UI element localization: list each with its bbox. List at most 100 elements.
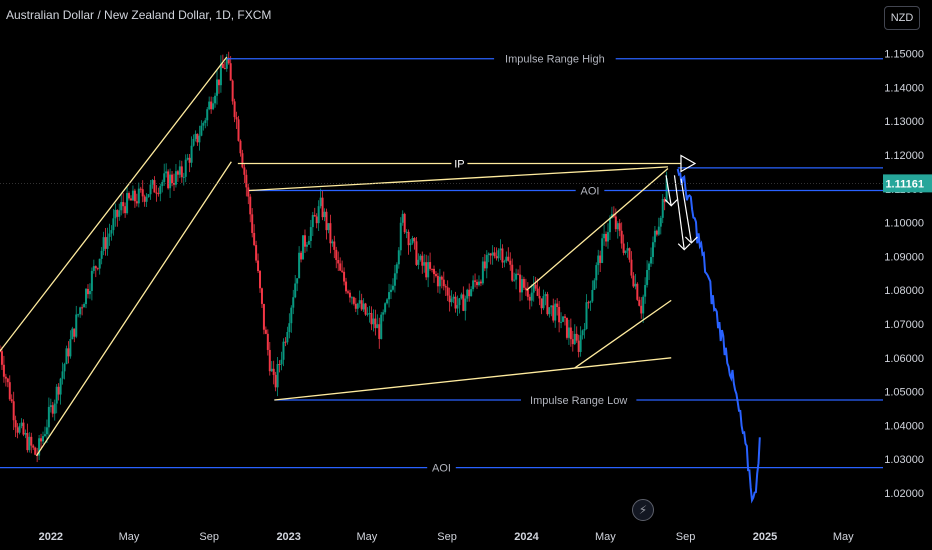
candle-body <box>90 270 93 291</box>
candle-body <box>255 245 258 261</box>
candle-body <box>307 240 310 245</box>
candle-body <box>405 231 408 233</box>
candle-body <box>485 255 488 269</box>
candle-body <box>466 289 469 299</box>
candle-body <box>217 79 220 86</box>
candle-body <box>495 256 498 259</box>
candle-body <box>474 280 477 282</box>
down-arrow-2 <box>680 178 693 243</box>
time-tick-label: 2024 <box>514 531 539 543</box>
price-tick-label: 1.13000 <box>884 116 924 128</box>
candle-body <box>374 318 377 329</box>
candle-body <box>131 190 134 201</box>
candle-body <box>167 171 170 189</box>
candle-body <box>59 378 62 395</box>
candle-body <box>591 289 594 302</box>
candle-body <box>110 230 113 234</box>
candle-body <box>329 223 332 244</box>
candle-body <box>522 279 525 288</box>
candle-body <box>161 182 164 187</box>
candle-body <box>186 157 189 160</box>
candle-body <box>540 298 543 309</box>
candle-body <box>620 230 623 244</box>
candle-body <box>425 262 428 278</box>
candle-body <box>239 140 242 154</box>
candle-body <box>481 261 484 284</box>
price-tick-label: 1.05000 <box>884 387 924 399</box>
candle-body <box>319 197 322 207</box>
candle-body <box>583 328 586 331</box>
lightning-bolt-icon[interactable]: ⚡ <box>632 499 654 521</box>
candle-body <box>245 174 248 188</box>
candle-body <box>202 122 205 126</box>
candle-body <box>659 217 662 227</box>
candle-body <box>423 262 426 266</box>
chart-title: Australian Dollar / New Zealand Dollar, … <box>6 8 272 22</box>
candle-body <box>184 159 187 177</box>
candle-body <box>171 174 174 184</box>
down-arrowhead-0 <box>664 199 678 207</box>
candle-body <box>648 263 651 271</box>
candle-body <box>433 268 436 275</box>
candle-body <box>6 378 9 383</box>
impulse-range-low-label-bg <box>520 393 637 408</box>
candle-body <box>57 386 60 395</box>
last-price-badge <box>883 174 932 193</box>
candle-body <box>270 368 273 372</box>
candle-body <box>427 262 430 278</box>
candle-body <box>634 283 637 287</box>
candle-body <box>219 63 222 86</box>
candle-body <box>188 157 191 163</box>
candle-body <box>14 420 17 428</box>
candle-body <box>128 193 131 199</box>
candle-body <box>155 192 158 194</box>
time-axis-bg <box>0 525 932 550</box>
candle-body <box>210 101 213 110</box>
candle-body <box>145 197 148 202</box>
candle-body <box>501 248 504 263</box>
candle-body <box>231 80 234 102</box>
candle-body <box>24 433 27 435</box>
candle-body <box>452 296 455 299</box>
time-axis[interactable]: 2022 May Sep 2023 May Sep 2024 May Sep 2025 May <box>0 525 932 550</box>
down-arrow-0 <box>665 175 672 206</box>
candle-body <box>532 284 535 293</box>
candle-body <box>638 299 641 306</box>
candle-body <box>350 297 353 299</box>
candle-body <box>558 306 561 323</box>
time-tick-label: May <box>356 531 377 543</box>
candle-body <box>597 255 600 266</box>
candle-body <box>294 283 297 298</box>
price-tick-label: 1.15000 <box>884 49 924 61</box>
candle-body <box>249 196 252 215</box>
impulse-range-low-label: Impulse Range Low <box>530 395 627 407</box>
candle-body <box>282 341 285 360</box>
candle-body <box>18 425 21 433</box>
candle-body <box>190 145 193 163</box>
price-axis-bg <box>883 0 932 550</box>
candle-body <box>43 434 46 437</box>
impulse-range-high-label: Impulse Range High <box>505 54 605 66</box>
ip-arrowhead <box>680 154 697 173</box>
candle-body <box>663 199 666 203</box>
candle-body <box>169 174 172 189</box>
candle-body <box>83 304 86 308</box>
candle-body <box>311 215 314 228</box>
time-tick-label: 2025 <box>753 531 777 543</box>
candle-body <box>397 250 400 265</box>
time-tick-label: Sep <box>676 531 696 543</box>
candle-body <box>364 303 367 315</box>
candle-body <box>616 223 619 230</box>
candle-body <box>575 333 578 341</box>
candle-body <box>264 329 267 334</box>
currency-button[interactable]: NZD <box>884 6 920 30</box>
candle-body <box>92 266 95 271</box>
candle-body <box>542 296 545 309</box>
candle-body <box>333 241 336 250</box>
wedge-lower-trendline <box>574 299 672 369</box>
down-arrowhead-2 <box>684 236 698 244</box>
candle-body <box>225 57 228 69</box>
candle-body <box>221 63 224 69</box>
